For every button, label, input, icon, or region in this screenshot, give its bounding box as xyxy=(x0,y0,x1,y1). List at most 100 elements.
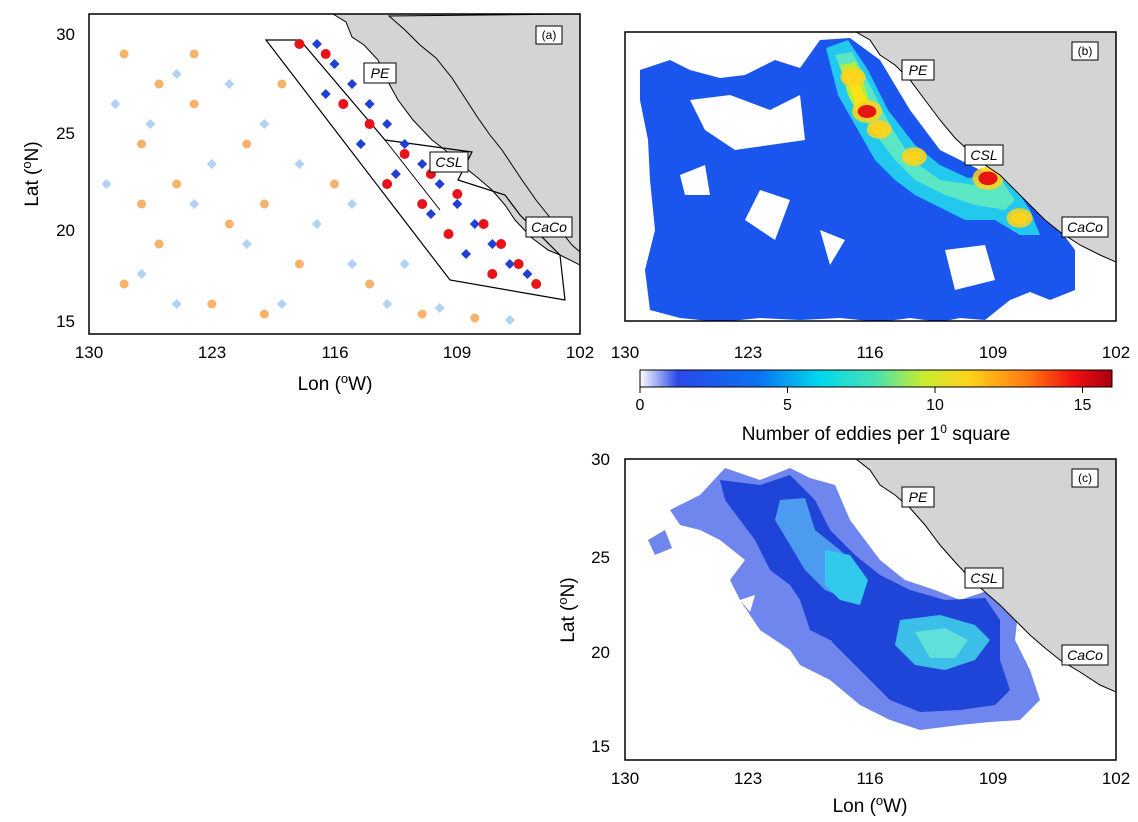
lightblue-eddy-marker xyxy=(259,119,270,129)
lightblue-eddy-marker xyxy=(110,99,121,109)
orange-eddy-marker xyxy=(172,179,182,189)
label-pe-c: PE xyxy=(901,486,935,508)
orange-eddy-marker xyxy=(207,299,217,309)
blue-eddy-marker xyxy=(355,139,366,149)
label-csl-c: CSL xyxy=(964,567,1004,589)
lon-tick-c-109: 109 xyxy=(979,769,1007,788)
red-eddy-marker xyxy=(478,219,489,229)
density-b-hole-1 xyxy=(690,95,805,150)
label-caco-c-text: CaCo xyxy=(1067,647,1103,663)
orange-eddy-marker xyxy=(119,279,129,289)
label-pe-b-text: PE xyxy=(909,62,928,78)
lon-tick-c-130: 130 xyxy=(611,769,639,788)
density-c-hole-2 xyxy=(1020,680,1035,700)
blue-eddy-marker xyxy=(320,89,331,99)
lon-tick-c-116: 116 xyxy=(856,769,883,788)
orange-eddy-marker xyxy=(189,49,199,59)
lightblue-eddy-marker xyxy=(311,219,322,229)
orange-eddy-marker xyxy=(137,139,147,149)
orange-eddy-marker xyxy=(154,239,164,249)
density-c-core-3 xyxy=(915,628,968,658)
lightblue-eddy-marker xyxy=(241,239,252,249)
hotspot-core xyxy=(845,71,861,83)
xlabel-c: Lon (oW) xyxy=(833,793,908,817)
density-b-hole-4 xyxy=(945,245,995,290)
density-c-hole-1 xyxy=(740,595,755,612)
orange-eddy-marker xyxy=(417,309,427,319)
lon-tick-a-130: 130 xyxy=(75,343,103,362)
lightblue-eddy-marker xyxy=(504,315,515,325)
blue-eddy-marker xyxy=(487,239,498,249)
blue-eddy-marker xyxy=(425,209,436,219)
hotspots-b-layer xyxy=(840,67,1033,228)
hotspot-core xyxy=(1011,212,1028,224)
label-caco-b: CaCo xyxy=(1061,216,1109,238)
lightblue-eddy-marker xyxy=(171,299,182,309)
density-c-core-1 xyxy=(825,550,868,605)
lat-tick-a-25: 25 xyxy=(56,124,75,143)
blue-eddy-marker xyxy=(461,249,472,259)
lon-tick-a-116: 116 xyxy=(321,343,348,362)
blue-eddy-marker xyxy=(329,59,340,69)
blue-eddy-marker xyxy=(417,159,428,169)
red-eddy-marker xyxy=(294,39,305,49)
lightblue-eddy-marker xyxy=(294,159,305,169)
axis-x-c: 130 123 116 109 102 xyxy=(611,769,1130,788)
density-c-islet-2 xyxy=(815,640,832,660)
panel-b-tag: (b) xyxy=(1071,41,1099,61)
orange-eddy-marker xyxy=(259,199,269,209)
lightblue-eddy-marker xyxy=(382,299,393,309)
label-pe-b: PE xyxy=(901,59,935,81)
lon-tick-a-123: 123 xyxy=(198,343,226,362)
label-caco-a: CaCo xyxy=(525,216,573,238)
label-pe-a-text: PE xyxy=(371,65,390,81)
lightblue-eddy-marker xyxy=(347,259,358,269)
orange-eddy-marker xyxy=(137,199,147,209)
label-csl-a: CSL xyxy=(429,151,469,173)
axis-x-b: 130 123 116 109 102 xyxy=(611,343,1130,362)
blue-eddy-marker xyxy=(434,179,445,189)
red-eddy-marker xyxy=(452,189,463,199)
lat-tick-c-25: 25 xyxy=(591,548,610,567)
red-eddy-marker xyxy=(338,99,349,109)
lon-tick-b-116: 116 xyxy=(856,343,883,362)
label-pe-a: PE xyxy=(363,62,397,84)
orange-eddy-marker xyxy=(119,49,129,59)
lon-tick-c-102: 102 xyxy=(1102,769,1130,788)
blue-eddy-marker xyxy=(382,119,393,129)
red-eddy-marker xyxy=(443,229,454,239)
lightblue-eddy-marker xyxy=(434,303,445,313)
lightblue-eddy-marker xyxy=(206,159,217,169)
lightblue-eddy-marker xyxy=(399,259,410,269)
lightblue-eddy-marker xyxy=(145,119,156,129)
lat-tick-c-20: 20 xyxy=(591,643,610,662)
red-eddy-marker xyxy=(417,199,428,209)
blue-eddy-marker xyxy=(347,79,358,89)
ylabel-a: Lat (oN) xyxy=(19,141,43,206)
panel-a-tag-text: (a) xyxy=(542,28,557,42)
panel-a-tag: (a) xyxy=(535,25,563,45)
lat-tick-a-15: 15 xyxy=(56,312,75,331)
density-b-hole-3 xyxy=(820,230,845,265)
label-caco-a-text: CaCo xyxy=(531,219,567,235)
density-c-islet-1 xyxy=(648,530,672,555)
lon-tick-a-102: 102 xyxy=(566,343,594,362)
panel-c-tag: (c) xyxy=(1071,468,1099,488)
hotspot-core xyxy=(871,124,887,135)
red-eddy-marker xyxy=(399,149,410,159)
blue-eddy-marker xyxy=(522,269,533,279)
red-eddy-marker xyxy=(487,269,498,279)
panel-b: PE CSL CaCo (b) 130 123 116 109 102 xyxy=(611,31,1130,362)
blue-eddy-marker xyxy=(504,259,515,269)
orange-eddy-marker xyxy=(242,139,252,149)
red-eddy-marker xyxy=(513,259,524,269)
orange-eddy-marker xyxy=(154,79,164,89)
axis-y-a: 30 25 20 15 xyxy=(56,25,75,331)
hotspot-core xyxy=(857,105,877,118)
colorbar: 0 5 10 15 Number of eddies per 10 square xyxy=(636,369,1113,445)
red-eddy-marker xyxy=(531,279,542,289)
colorbar-label-5: 5 xyxy=(783,397,792,414)
blue-eddy-marker xyxy=(469,219,480,229)
orange-eddy-marker xyxy=(470,313,480,323)
lon-tick-b-109: 109 xyxy=(979,343,1007,362)
